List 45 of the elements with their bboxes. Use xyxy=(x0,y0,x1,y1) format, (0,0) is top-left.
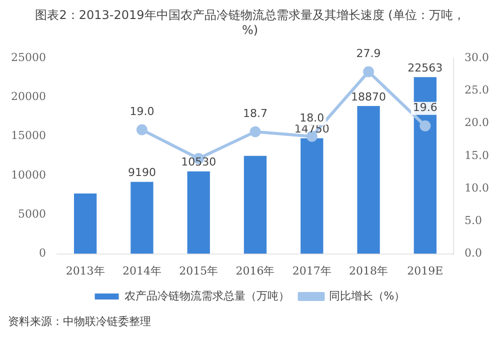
chart-title: 图表2：2013-2019年中国农产品冷链物流总需求量及其增长速度 (单位：万吨，%) xyxy=(34,8,466,39)
point xyxy=(136,124,148,136)
y-tick-label: 25000 xyxy=(10,50,46,64)
data-label: 9190 xyxy=(128,166,156,180)
data-label: 18.0 xyxy=(300,112,324,125)
legend-label: 农产品冷链物流需求总量（万吨） xyxy=(124,289,290,302)
bar xyxy=(187,171,210,254)
bar xyxy=(357,106,380,254)
data-label: 22563 xyxy=(408,61,443,74)
legend-label: 同比增长（%） xyxy=(328,289,406,302)
point xyxy=(363,66,374,78)
data-label: 19.6 xyxy=(412,101,438,114)
x-tick-label: 2016年 xyxy=(236,264,275,278)
bar xyxy=(130,182,154,254)
y2-tick-label: 0.0 xyxy=(464,246,482,260)
bar xyxy=(74,193,97,254)
x-tick-label: 2017年 xyxy=(292,264,332,278)
y-tick-label: 0 xyxy=(38,246,46,260)
y2-tick-label: 30.0 xyxy=(464,50,490,64)
bar xyxy=(300,138,324,254)
bar xyxy=(244,156,267,254)
x-tick-label: 2019E xyxy=(407,264,444,278)
y-tick-label: 10000 xyxy=(10,168,46,182)
data-label: 18870 xyxy=(351,90,386,104)
data-label: 14750 xyxy=(294,122,330,136)
y-tick-label: 20000 xyxy=(10,90,46,104)
x-tick-label: 2013年 xyxy=(66,264,105,278)
y2-tick-label: 15.0 xyxy=(464,148,490,162)
y2-tick-label: 5.0 xyxy=(464,214,482,228)
data-label: 27.9 xyxy=(356,47,381,60)
bar xyxy=(414,77,437,254)
point xyxy=(420,120,431,132)
x-tick-label: 2014年 xyxy=(122,264,162,278)
y-tick-label: 5000 xyxy=(18,208,46,220)
y2-tick-label: 25.0 xyxy=(464,83,490,96)
data-label: 19.0 xyxy=(130,105,154,118)
data-label: 18.7 xyxy=(243,107,268,120)
x-tick-label: 2018年 xyxy=(349,264,388,278)
y2-tick-label: 10.0 xyxy=(464,181,490,194)
x-tick-label: 2015年 xyxy=(179,264,218,278)
point xyxy=(250,126,261,138)
text: 资料来源：中物联冷链委整理 xyxy=(8,314,152,329)
y2-tick-label: 20.0 xyxy=(464,116,490,130)
data-label: 10530 xyxy=(181,156,216,169)
y-tick-label: 15000 xyxy=(10,129,46,142)
